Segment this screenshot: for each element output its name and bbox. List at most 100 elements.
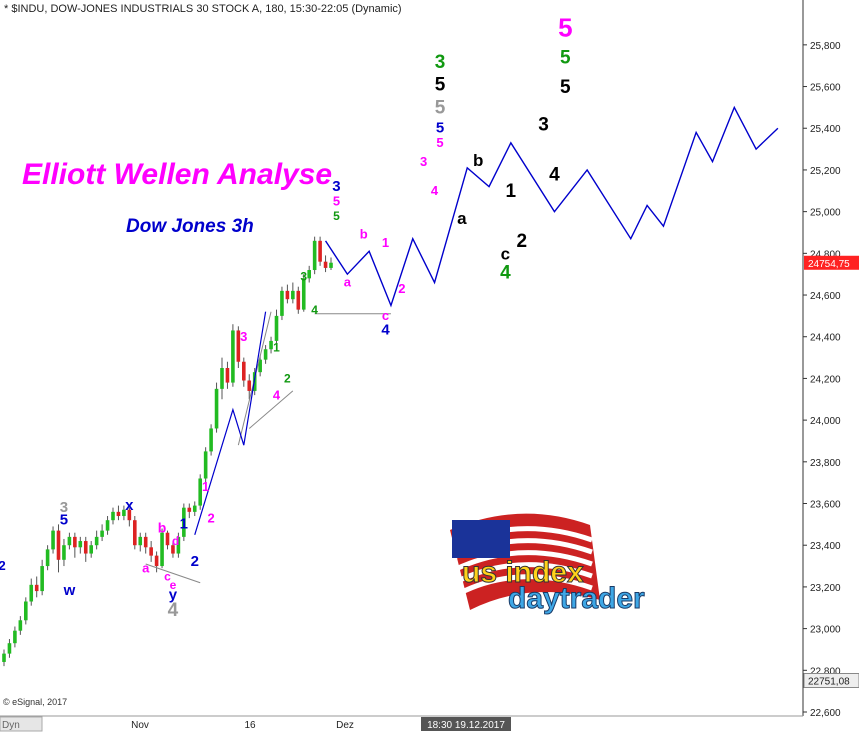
candle-body xyxy=(116,511,121,517)
wave-label: 5 xyxy=(333,193,340,208)
wave-label: 4 xyxy=(500,262,511,283)
candle-body xyxy=(236,330,241,362)
wave-label: e xyxy=(170,578,177,592)
candle-body xyxy=(312,240,317,271)
wave-label: d xyxy=(172,534,179,548)
y-tick-label: 23,800 xyxy=(810,458,841,469)
wave-label: 1 xyxy=(506,181,517,202)
wave-label: 1 xyxy=(180,516,188,533)
wave-label: 5 xyxy=(435,75,446,96)
candle-body xyxy=(122,509,126,517)
candle-body xyxy=(78,541,83,548)
wave-label: 2 xyxy=(516,231,527,252)
candle-body xyxy=(280,290,284,316)
candle-body xyxy=(45,549,50,567)
candle-body xyxy=(274,315,279,341)
y-tick-label: 25,800 xyxy=(810,41,841,52)
projection-path xyxy=(324,105,779,308)
wave-label: 4 xyxy=(168,600,179,621)
wave-label: 5 xyxy=(436,119,444,136)
y-tick-label: 24,000 xyxy=(810,416,841,427)
crosshair-time-bg xyxy=(421,717,511,731)
candle-body xyxy=(133,520,137,546)
wave-label: w xyxy=(63,582,76,599)
wave-label: c xyxy=(501,245,510,264)
candle-body xyxy=(285,290,290,300)
wave-label: 3 xyxy=(420,154,427,169)
candle-body xyxy=(209,428,213,452)
wave-label: 2 xyxy=(398,281,405,296)
candle-body xyxy=(269,340,273,350)
candle-body xyxy=(111,511,115,521)
y-tick-label: 25,400 xyxy=(810,124,841,135)
y-tick-label: 22,800 xyxy=(810,666,841,677)
wave-label: a xyxy=(344,275,352,290)
candle-body xyxy=(2,653,6,662)
y-tick-label: 25,200 xyxy=(810,166,841,177)
channel-line xyxy=(145,563,201,584)
wave-label: 5 xyxy=(560,77,571,98)
channel-line xyxy=(248,390,294,429)
candle-body xyxy=(62,545,66,560)
sub-title: Dow Jones 3h xyxy=(126,216,254,237)
copyright-text: © eSignal, 2017 xyxy=(3,697,68,707)
candle-body xyxy=(138,536,143,546)
price-tag-bg xyxy=(803,673,859,689)
crosshair-time-label: 18:30 19.12.2017 xyxy=(427,720,505,731)
x-tick-label: Nov xyxy=(131,720,149,731)
candle-body xyxy=(165,532,170,546)
price-tag-label: 22751,08 xyxy=(808,677,850,688)
wave-label: 4 xyxy=(311,303,318,317)
y-tick-label: 23,200 xyxy=(810,583,841,594)
candle-body xyxy=(149,547,153,556)
candle-body xyxy=(24,601,28,621)
flag-stripe xyxy=(456,562,593,584)
candle-body xyxy=(143,536,148,548)
candle-body xyxy=(13,630,17,644)
wave-label: b xyxy=(158,520,167,536)
x-tick-label: Dez xyxy=(336,720,354,731)
candle-body xyxy=(192,505,197,512)
wave-label: c xyxy=(164,570,171,584)
candle-body xyxy=(56,530,61,560)
candle-body xyxy=(198,478,202,506)
candle-body xyxy=(34,584,39,592)
candle-body xyxy=(242,361,246,381)
candle-body xyxy=(105,520,110,531)
price-tag-bg xyxy=(804,255,859,270)
candle-body xyxy=(301,278,306,310)
wave-label: 5 xyxy=(558,13,572,43)
candle-body xyxy=(89,545,93,554)
y-tick-label: 24,200 xyxy=(810,374,841,385)
y-tick-label: 24,600 xyxy=(810,291,841,302)
wave-label: 3 xyxy=(60,499,68,516)
candle-body xyxy=(154,555,159,567)
y-tick-label: 23,600 xyxy=(810,500,841,511)
candle-body xyxy=(247,380,252,391)
wave-label: 3 xyxy=(240,329,247,344)
candle-body xyxy=(100,530,104,537)
candle-body xyxy=(214,388,219,429)
wave-label: 5 xyxy=(60,511,68,528)
wave-label: 2 xyxy=(207,510,214,525)
candle-body xyxy=(323,261,328,268)
candle-body xyxy=(67,536,72,546)
wave-label: 1 xyxy=(202,479,209,494)
logo-line1: us index xyxy=(462,556,584,589)
wave-label: a xyxy=(142,560,150,575)
wave-label: 5 xyxy=(333,209,340,223)
dyn-button xyxy=(0,716,43,732)
candle-body xyxy=(160,532,164,567)
candle-body xyxy=(220,368,224,389)
y-tick-label: 23,000 xyxy=(810,625,841,636)
wave-label: b xyxy=(360,227,368,242)
candle-body xyxy=(176,536,181,554)
wave-label: 3 xyxy=(435,52,446,73)
logo-line2: daytrader xyxy=(508,582,645,615)
flag-canton xyxy=(452,520,510,558)
impulse-path xyxy=(194,311,267,535)
candle-body xyxy=(296,290,301,310)
y-tick-label: 24,800 xyxy=(810,249,841,260)
